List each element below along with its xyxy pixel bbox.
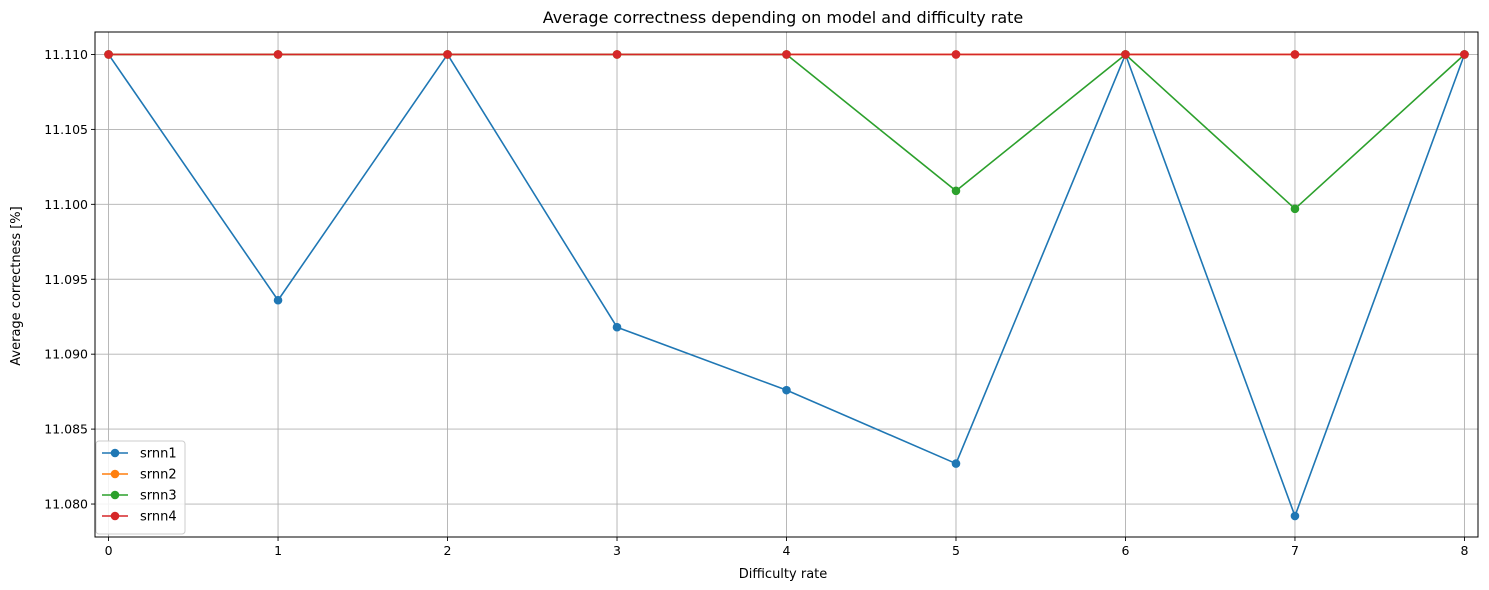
x-tick-label: 4	[783, 543, 791, 558]
legend-box	[95, 440, 186, 535]
data-point	[951, 186, 961, 196]
legend: srnn1 srnn2 srnn3 srnn4	[95, 440, 186, 535]
legend-swatch-marker	[110, 469, 120, 479]
series-srnn4	[104, 50, 1469, 59]
x-tick-label: 7	[1291, 543, 1299, 558]
x-tick-label: 2	[444, 543, 452, 558]
legend-swatch-marker	[110, 511, 120, 521]
legend-swatch-marker	[110, 490, 120, 500]
y-axis-label: Average correctness [%]	[9, 206, 24, 365]
data-point	[273, 50, 283, 59]
y-tick-label: 11.110	[44, 47, 88, 62]
chart-title: Average correctness depending on model a…	[543, 8, 1024, 27]
x-axis-label: Difficulty rate	[739, 567, 828, 582]
legend-item-srnn4: srnn4	[102, 510, 177, 525]
y-tick-label: 11.095	[44, 272, 88, 287]
data-point	[104, 50, 113, 59]
x-tick-label: 3	[613, 543, 621, 558]
y-tick-label: 11.105	[44, 122, 88, 137]
data-point	[782, 50, 791, 59]
data-point	[443, 50, 452, 59]
grid	[95, 32, 1478, 537]
legend-item-srnn2: srnn2	[102, 468, 177, 483]
data-point	[951, 459, 961, 468]
data-point	[612, 50, 622, 59]
y-tick-label: 11.085	[44, 422, 88, 437]
legend-item-srnn1: srnn1	[102, 447, 177, 462]
y-tick-label: 11.080	[44, 497, 88, 512]
data-point	[273, 295, 283, 305]
legend-item-srnn3: srnn3	[102, 489, 177, 504]
data-point	[1290, 204, 1300, 214]
x-tick-label: 0	[105, 543, 113, 558]
y-tick-label: 11.100	[44, 197, 88, 212]
x-tick-label: 5	[952, 543, 960, 558]
data-point	[1290, 511, 1300, 521]
legend-label: srnn4	[140, 510, 177, 525]
legend-label: srnn2	[140, 468, 177, 483]
data-point	[612, 322, 622, 332]
legend-label: srnn3	[140, 489, 177, 504]
legend-label: srnn1	[140, 447, 177, 462]
data-point	[782, 385, 791, 395]
x-tick-label: 6	[1121, 543, 1129, 558]
series-layer	[104, 50, 1469, 521]
data-point	[1290, 50, 1300, 59]
x-tick-label: 8	[1460, 543, 1468, 558]
x-tick-label: 1	[274, 543, 282, 558]
data-point	[951, 50, 961, 59]
y-tick-label: 11.090	[44, 347, 88, 362]
legend-swatch-marker	[110, 448, 120, 458]
data-point	[1121, 50, 1130, 59]
data-point	[1460, 50, 1469, 59]
axis-ticks: 0 1 2 3 4 5 6 7 8 11.080 11.085 11.090 11.095 11.100 1…	[44, 47, 1468, 558]
